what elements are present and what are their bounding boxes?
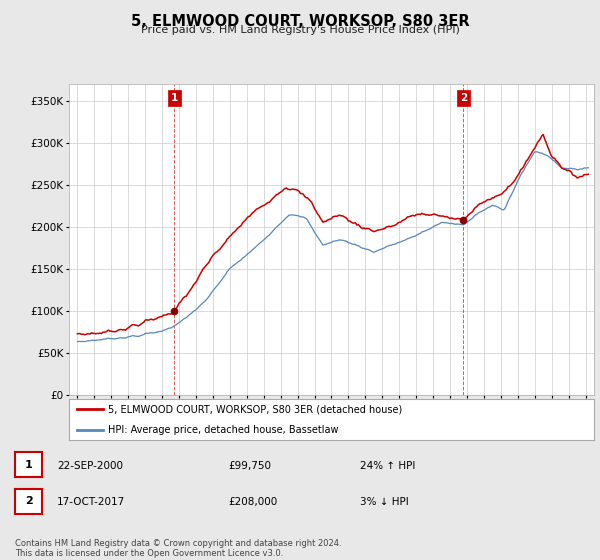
Text: 22-SEP-2000: 22-SEP-2000 xyxy=(57,461,123,471)
Text: 2: 2 xyxy=(460,93,467,103)
Text: 1: 1 xyxy=(171,93,178,103)
Text: 1: 1 xyxy=(25,460,32,470)
Text: 5, ELMWOOD COURT, WORKSOP, S80 3ER (detached house): 5, ELMWOOD COURT, WORKSOP, S80 3ER (deta… xyxy=(109,404,403,414)
Text: 5, ELMWOOD COURT, WORKSOP, S80 3ER: 5, ELMWOOD COURT, WORKSOP, S80 3ER xyxy=(131,14,469,29)
Text: 2: 2 xyxy=(25,496,32,506)
Text: 17-OCT-2017: 17-OCT-2017 xyxy=(57,497,125,507)
Text: 3% ↓ HPI: 3% ↓ HPI xyxy=(360,497,409,507)
Text: HPI: Average price, detached house, Bassetlaw: HPI: Average price, detached house, Bass… xyxy=(109,424,339,435)
Text: £99,750: £99,750 xyxy=(228,461,271,471)
Text: £208,000: £208,000 xyxy=(228,497,277,507)
Text: 24% ↑ HPI: 24% ↑ HPI xyxy=(360,461,415,471)
Text: Price paid vs. HM Land Registry's House Price Index (HPI): Price paid vs. HM Land Registry's House … xyxy=(140,25,460,35)
Text: Contains HM Land Registry data © Crown copyright and database right 2024.
This d: Contains HM Land Registry data © Crown c… xyxy=(15,539,341,558)
